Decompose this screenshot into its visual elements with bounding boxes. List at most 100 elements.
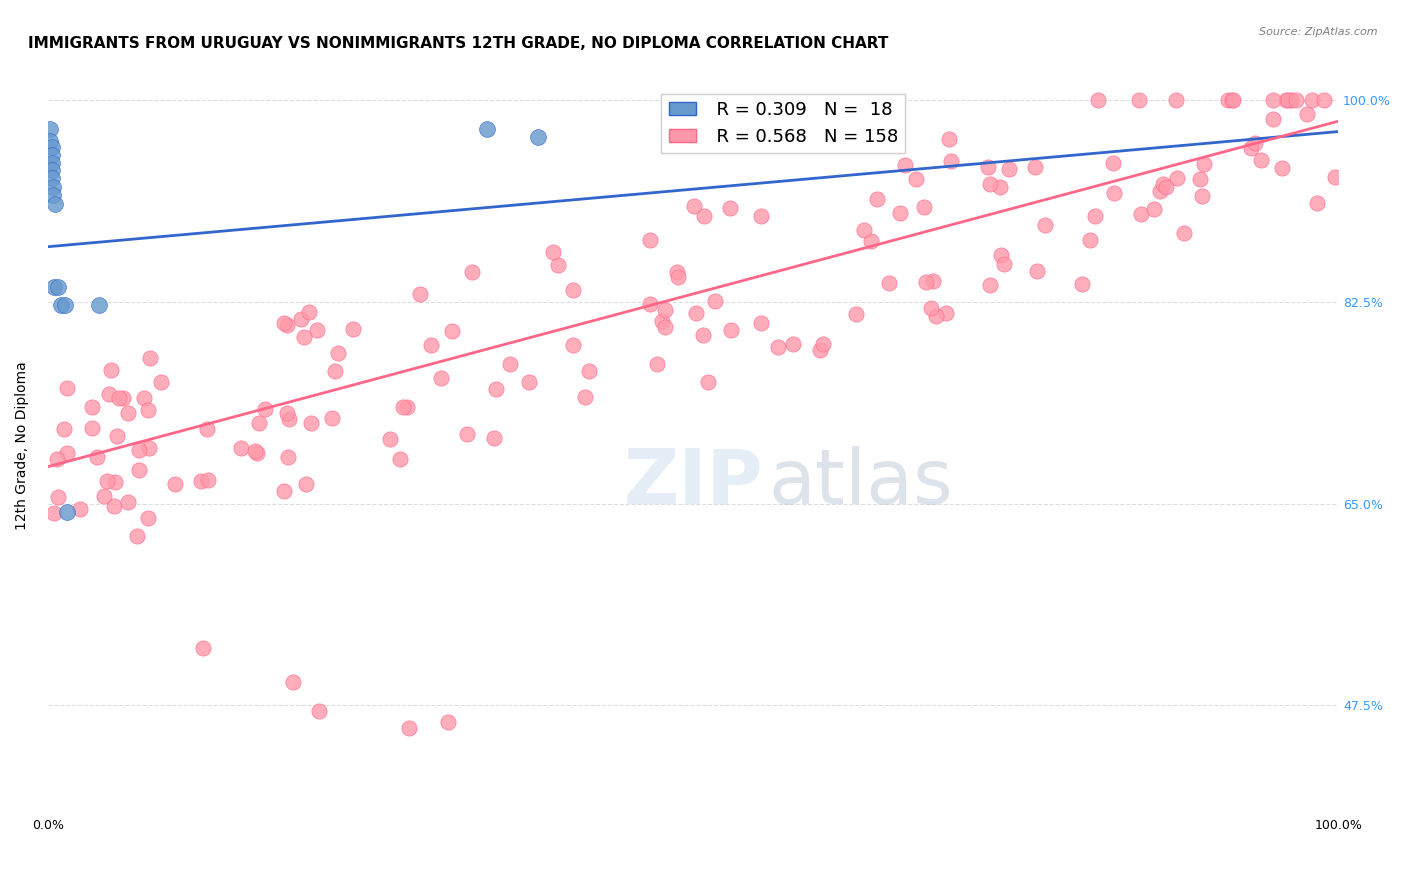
- Nonimmigrants: [718, 201, 741, 215]
- Immigrants from Uruguay: [475, 122, 498, 136]
- Nonimmigrants: [276, 406, 298, 420]
- Nonimmigrants: [307, 323, 329, 337]
- Nonimmigrants: [191, 640, 214, 655]
- Nonimmigrants: [988, 179, 1011, 194]
- Immigrants from Uruguay: [46, 280, 69, 294]
- Nonimmigrants: [574, 390, 596, 404]
- Nonimmigrants: [749, 316, 772, 330]
- Nonimmigrants: [80, 400, 103, 414]
- Nonimmigrants: [925, 309, 948, 323]
- Nonimmigrants: [56, 446, 79, 460]
- Nonimmigrants: [979, 277, 1001, 292]
- Nonimmigrants: [1222, 94, 1244, 108]
- Nonimmigrants: [461, 265, 484, 279]
- Nonimmigrants: [398, 721, 420, 735]
- Nonimmigrants: [323, 364, 346, 378]
- Nonimmigrants: [409, 286, 432, 301]
- Nonimmigrants: [1102, 186, 1125, 200]
- Nonimmigrants: [45, 451, 67, 466]
- Immigrants from Uruguay: [41, 162, 63, 177]
- Nonimmigrants: [912, 201, 935, 215]
- Nonimmigrants: [277, 450, 299, 464]
- Nonimmigrants: [645, 357, 668, 371]
- Nonimmigrants: [273, 316, 295, 330]
- Nonimmigrants: [139, 351, 162, 365]
- Nonimmigrants: [853, 222, 876, 236]
- Nonimmigrants: [342, 322, 364, 336]
- Nonimmigrants: [273, 484, 295, 499]
- Nonimmigrants: [517, 376, 540, 390]
- Nonimmigrants: [195, 422, 218, 436]
- Nonimmigrants: [938, 132, 960, 146]
- Nonimmigrants: [693, 209, 716, 223]
- Nonimmigrants: [808, 343, 831, 357]
- Nonimmigrants: [654, 320, 676, 334]
- Nonimmigrants: [666, 270, 689, 285]
- Nonimmigrants: [1285, 94, 1308, 108]
- Immigrants from Uruguay: [44, 280, 66, 294]
- Nonimmigrants: [1143, 202, 1166, 216]
- Immigrants from Uruguay: [41, 139, 63, 153]
- Nonimmigrants: [134, 391, 156, 405]
- Nonimmigrants: [1152, 177, 1174, 191]
- Nonimmigrants: [105, 428, 128, 442]
- Nonimmigrants: [112, 391, 135, 405]
- Immigrants from Uruguay: [41, 155, 63, 169]
- Nonimmigrants: [1173, 227, 1195, 241]
- Immigrants from Uruguay: [527, 130, 550, 145]
- Nonimmigrants: [1263, 94, 1285, 108]
- Nonimmigrants: [685, 306, 707, 320]
- Nonimmigrants: [52, 422, 75, 436]
- Nonimmigrants: [1128, 94, 1150, 108]
- Nonimmigrants: [1301, 94, 1323, 108]
- Nonimmigrants: [1216, 94, 1239, 108]
- Nonimmigrants: [1154, 180, 1177, 194]
- Nonimmigrants: [482, 431, 505, 445]
- Nonimmigrants: [1026, 264, 1049, 278]
- Nonimmigrants: [326, 346, 349, 360]
- Nonimmigrants: [720, 323, 742, 337]
- Nonimmigrants: [1250, 153, 1272, 167]
- Nonimmigrants: [44, 506, 66, 520]
- Nonimmigrants: [939, 154, 962, 169]
- Nonimmigrants: [136, 511, 159, 525]
- Nonimmigrants: [69, 501, 91, 516]
- Nonimmigrants: [1071, 277, 1094, 292]
- Nonimmigrants: [128, 463, 150, 477]
- Nonimmigrants: [766, 340, 789, 354]
- Nonimmigrants: [1102, 156, 1125, 170]
- Nonimmigrants: [1087, 94, 1109, 108]
- Nonimmigrants: [1263, 112, 1285, 127]
- Nonimmigrants: [104, 475, 127, 489]
- Nonimmigrants: [389, 452, 412, 467]
- Nonimmigrants: [993, 257, 1015, 271]
- Nonimmigrants: [1305, 196, 1327, 211]
- Nonimmigrants: [254, 402, 277, 417]
- Nonimmigrants: [46, 490, 69, 504]
- Nonimmigrants: [436, 715, 458, 730]
- Nonimmigrants: [108, 392, 131, 406]
- Nonimmigrants: [1191, 188, 1213, 202]
- Nonimmigrants: [440, 324, 463, 338]
- Nonimmigrants: [1192, 156, 1215, 170]
- Nonimmigrants: [56, 381, 79, 395]
- Text: IMMIGRANTS FROM URUGUAY VS NONIMMIGRANTS 12TH GRADE, NO DIPLOMA CORRELATION CHAR: IMMIGRANTS FROM URUGUAY VS NONIMMIGRANTS…: [28, 36, 889, 51]
- Nonimmigrants: [782, 337, 804, 351]
- Nonimmigrants: [845, 307, 868, 321]
- Nonimmigrants: [276, 318, 298, 333]
- Nonimmigrants: [245, 443, 267, 458]
- Immigrants from Uruguay: [42, 179, 65, 194]
- Nonimmigrants: [117, 495, 139, 509]
- Nonimmigrants: [163, 477, 186, 491]
- Nonimmigrants: [1243, 136, 1265, 150]
- Nonimmigrants: [811, 337, 834, 351]
- Nonimmigrants: [1275, 94, 1298, 108]
- Nonimmigrants: [1313, 94, 1336, 108]
- Text: atlas: atlas: [768, 446, 953, 520]
- Nonimmigrants: [665, 265, 688, 279]
- Nonimmigrants: [859, 234, 882, 248]
- Nonimmigrants: [1149, 184, 1171, 198]
- Nonimmigrants: [1033, 218, 1056, 232]
- Nonimmigrants: [117, 406, 139, 420]
- Nonimmigrants: [308, 704, 330, 718]
